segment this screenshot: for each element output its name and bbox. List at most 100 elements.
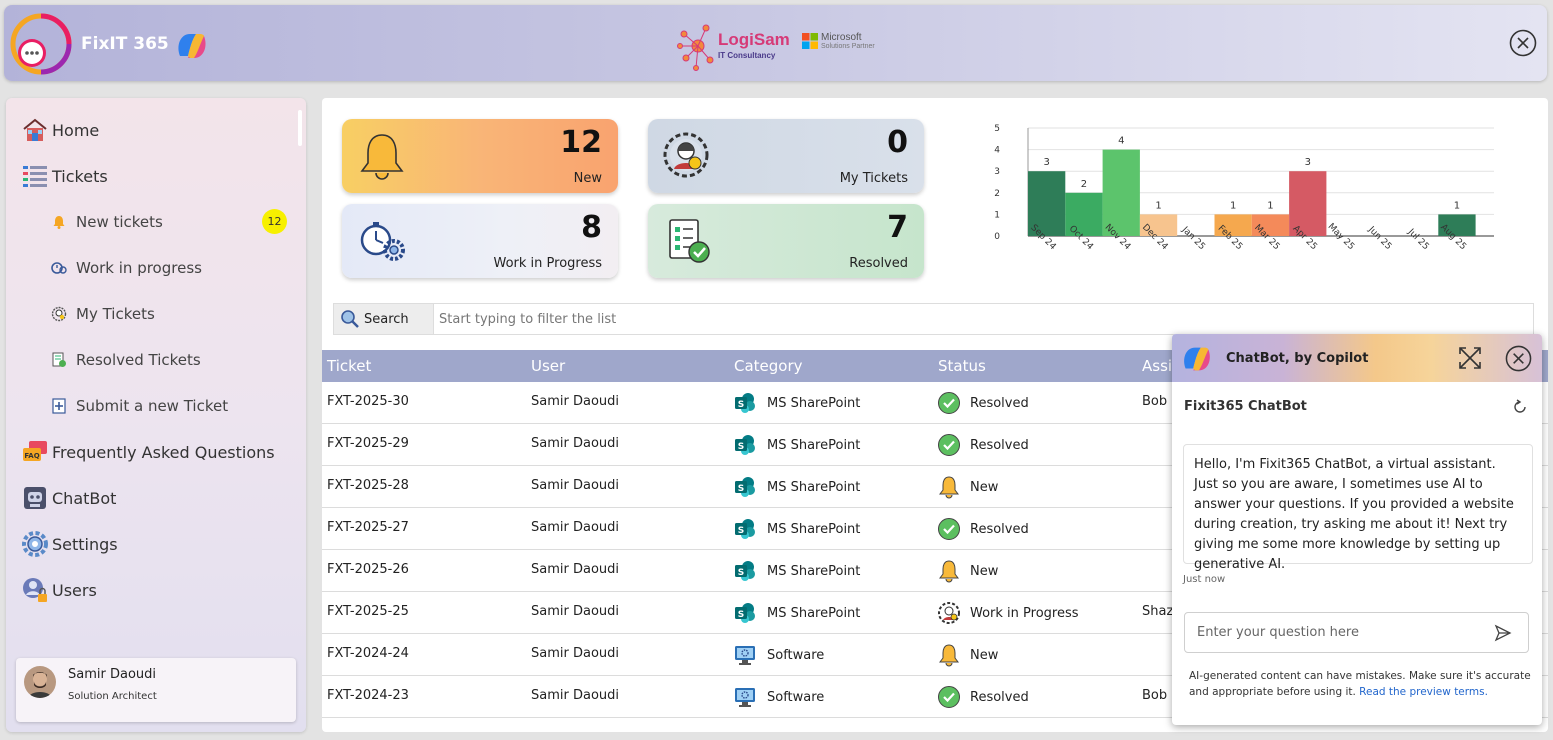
search-button[interactable]: Search xyxy=(334,304,434,334)
cell-ticket[interactable]: FXT-2024-23 xyxy=(327,688,409,703)
chatbot-disclaimer: AI-generated content can have mistakes. … xyxy=(1189,668,1534,700)
resolved-check-icon xyxy=(937,517,961,541)
cell-status: Resolved xyxy=(970,396,1029,411)
bell-icon xyxy=(937,559,961,583)
disclaimer-text: AI-generated content can have mistakes. … xyxy=(1189,670,1531,698)
card-my-tickets[interactable]: 0 My Tickets xyxy=(648,119,924,193)
cell-ticket[interactable]: FXT-2025-28 xyxy=(327,478,409,493)
sidebar-item-tickets[interactable]: Tickets xyxy=(20,161,108,191)
table-row[interactable]: FXT-2025-25 Samir Daoudi S MS SharePoint Wor… xyxy=(322,592,1548,634)
search-icon xyxy=(341,310,359,328)
table-body: FXT-2025-30 Samir Daoudi S MS SharePoint Res… xyxy=(322,382,1548,718)
checklist-icon xyxy=(669,219,710,263)
chart-bar xyxy=(1438,214,1476,236)
sidebar-item-home[interactable]: Home xyxy=(20,115,99,145)
sidebar-item-users[interactable]: Users xyxy=(20,575,97,605)
preview-terms-link[interactable]: Read the preview terms. xyxy=(1359,686,1488,698)
ms-line2: Solutions Partner xyxy=(821,43,875,50)
card-new-tickets[interactable]: 12 New xyxy=(342,119,618,193)
logisam-logo-icon xyxy=(677,24,714,71)
search-input[interactable] xyxy=(435,304,1533,334)
cell-ticket[interactable]: FXT-2025-25 xyxy=(327,604,409,619)
cell-ticket[interactable]: FXT-2025-30 xyxy=(327,394,409,409)
table-row[interactable]: FXT-2025-26 Samir Daoudi S MS SharePoint New xyxy=(322,550,1548,592)
header-user[interactable]: User xyxy=(531,357,566,375)
card-resolved[interactable]: 7 Resolved xyxy=(648,204,924,278)
sidebar-label-new-tickets: New tickets xyxy=(76,213,163,231)
sidebar-label-tickets: Tickets xyxy=(52,166,108,186)
header-category[interactable]: Category xyxy=(734,357,803,375)
sidebar-scrollbar[interactable] xyxy=(298,110,302,146)
partner-sub: IT Consultancy xyxy=(718,51,776,60)
chart-bar xyxy=(1102,149,1140,236)
expand-icon[interactable] xyxy=(1458,346,1482,370)
sidebar-item-my-tickets[interactable]: My Tickets xyxy=(50,301,155,327)
sidebar-label-work-in-progress: Work in progress xyxy=(76,259,202,277)
card-work-in-progress[interactable]: 8 Work in Progress xyxy=(342,204,618,278)
bell-icon xyxy=(937,643,961,667)
software-icon xyxy=(733,685,757,709)
cell-ticket[interactable]: FXT-2025-26 xyxy=(327,562,409,577)
table-row[interactable]: FXT-2024-24 Samir Daoudi Software New xyxy=(322,634,1548,676)
chart-y-tick-label: 1 xyxy=(994,210,1000,220)
sidebar-item-chatbot[interactable]: ChatBot xyxy=(20,483,116,513)
bell-icon xyxy=(360,134,404,180)
chart-bar xyxy=(1139,214,1178,236)
sidebar-item-submit-ticket[interactable]: Submit a new Ticket xyxy=(50,393,228,419)
table-row[interactable]: FXT-2025-30 Samir Daoudi S MS SharePoint Res… xyxy=(322,382,1548,424)
svg-text:S: S xyxy=(738,526,744,536)
fixit-logo-icon xyxy=(10,13,72,75)
cell-ticket[interactable]: FXT-2025-27 xyxy=(327,520,409,535)
sidebar-label-settings: Settings xyxy=(52,534,118,554)
chart-x-tick-label: Jun 25 xyxy=(1365,224,1393,252)
cell-user: Samir Daoudi xyxy=(531,604,620,619)
card-my-label: My Tickets xyxy=(839,171,908,186)
header-status[interactable]: Status xyxy=(938,357,986,375)
sidebar-item-new-tickets[interactable]: New tickets xyxy=(50,209,163,235)
sidebar-item-resolved-tickets[interactable]: Resolved Tickets xyxy=(50,347,201,373)
svg-text:S: S xyxy=(738,400,744,410)
resolved-check-icon xyxy=(937,391,961,415)
table-row[interactable]: FXT-2025-28 Samir Daoudi S MS SharePoint New xyxy=(322,466,1548,508)
user-name: Samir Daoudi xyxy=(68,667,157,682)
header-ticket[interactable]: Ticket xyxy=(327,357,372,375)
close-icon[interactable] xyxy=(1509,29,1537,57)
card-new-label: New xyxy=(573,171,602,186)
table-row[interactable]: FXT-2025-29 Samir Daoudi S MS SharePoint Res… xyxy=(322,424,1548,466)
avatar xyxy=(24,666,56,698)
chatbot-message: Hello, I'm Fixit365 ChatBot, a virtual a… xyxy=(1183,444,1533,572)
sidebar-label-chatbot: ChatBot xyxy=(52,488,117,508)
chart-bar xyxy=(1251,214,1290,236)
sidebar-item-settings[interactable]: Settings xyxy=(20,529,118,559)
sharepoint-icon: S xyxy=(733,475,757,499)
chart-bar xyxy=(1065,192,1103,236)
chart-y-tick-label: 4 xyxy=(994,146,1000,156)
refresh-icon[interactable] xyxy=(1512,399,1528,415)
card-my-value: 0 xyxy=(887,125,908,160)
cell-status: Resolved xyxy=(970,522,1029,537)
cell-ticket[interactable]: FXT-2024-24 xyxy=(327,646,409,661)
table-row[interactable]: FXT-2025-27 Samir Daoudi S MS SharePoint Res… xyxy=(322,508,1548,550)
table-row[interactable]: FXT-2024-23 Samir Daoudi Software Resolved B… xyxy=(322,676,1548,718)
cell-user: Samir Daoudi xyxy=(531,520,620,535)
sharepoint-icon: S xyxy=(733,517,757,541)
cell-status: New xyxy=(970,564,999,579)
chatbot-name: Fixit365 ChatBot xyxy=(1184,399,1307,414)
chart-x-tick-label: May 25 xyxy=(1326,222,1356,252)
bell-icon xyxy=(50,213,68,231)
header-assigned[interactable]: Assi xyxy=(1142,357,1173,375)
cell-ticket[interactable]: FXT-2025-29 xyxy=(327,436,409,451)
send-icon[interactable] xyxy=(1493,623,1513,643)
cell-category: MS SharePoint xyxy=(767,564,861,579)
close-icon[interactable] xyxy=(1505,345,1532,372)
sidebar-item-faq[interactable]: FAQ Frequently Asked Questions xyxy=(20,437,275,467)
cell-status: Work in Progress xyxy=(970,606,1079,621)
chart-data-label: 2 xyxy=(1081,179,1087,190)
chart-data-label: 1 xyxy=(1454,200,1460,211)
search-bar: Search xyxy=(333,303,1534,335)
support-agent-icon xyxy=(937,601,961,625)
chatbot-question-input[interactable] xyxy=(1185,613,1485,652)
sidebar-item-work-in-progress[interactable]: Work in progress xyxy=(50,255,202,281)
chart-data-label: 1 xyxy=(1267,200,1273,211)
user-profile-card[interactable]: Samir Daoudi Solution Architect xyxy=(16,658,296,722)
